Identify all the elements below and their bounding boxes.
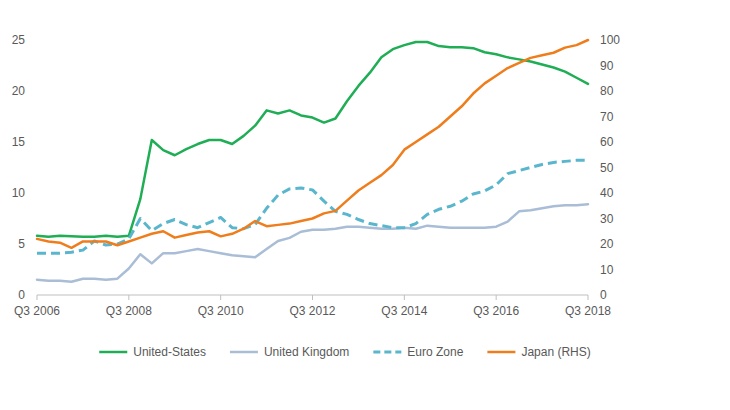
x-tick-label: Q3 2008 xyxy=(106,304,152,318)
y2-tick-label: 50 xyxy=(600,161,614,175)
y2-tick-label: 10 xyxy=(600,263,614,277)
legend-label: United Kingdom xyxy=(264,345,349,359)
x-tick xyxy=(220,295,221,300)
x-tick-label: Q3 2010 xyxy=(198,304,244,318)
legend: United-States United Kingdom Euro Zone Japa… xyxy=(99,345,591,359)
x-tick-label: Q3 2006 xyxy=(14,304,60,318)
x-tick-label: Q3 2014 xyxy=(381,304,427,318)
x-tick-label: Q3 2018 xyxy=(565,304,611,318)
chart: 0 5 10 15 20 25 0 10 20 30 40 50 60 70 80 90 100 Q3 2006 Q… xyxy=(0,0,730,410)
x-tick xyxy=(312,295,313,300)
series-line xyxy=(37,42,588,237)
y2-tick-label: 80 xyxy=(600,84,614,98)
series-line xyxy=(37,160,588,253)
legend-swatch xyxy=(487,351,515,354)
x-tick xyxy=(588,295,589,300)
y-tick-label: 10 xyxy=(12,186,26,200)
y-tick-label: 15 xyxy=(12,135,26,149)
legend-label: Japan (RHS) xyxy=(521,345,590,359)
x-tick xyxy=(128,295,129,300)
y-tick-label: 20 xyxy=(12,84,26,98)
legend-label: Euro Zone xyxy=(407,345,463,359)
x-tick xyxy=(37,295,38,300)
x-tick-label: Q3 2016 xyxy=(473,304,519,318)
legend-swatch xyxy=(99,351,127,354)
y-tick-label: 0 xyxy=(18,288,25,302)
y2-tick-label: 100 xyxy=(600,33,620,47)
legend-label: United-States xyxy=(133,345,206,359)
y-tick-label: 25 xyxy=(12,33,26,47)
legend-swatch xyxy=(373,351,401,354)
plot-area xyxy=(37,40,588,282)
y2-tick-label: 40 xyxy=(600,186,614,200)
series-line xyxy=(37,40,588,248)
y2-tick-label: 30 xyxy=(600,212,614,226)
y-tick-label: 5 xyxy=(18,237,25,251)
y2-tick-label: 90 xyxy=(600,59,614,73)
y2-tick-label: 20 xyxy=(600,237,614,251)
legend-swatch xyxy=(230,351,258,354)
y2-tick-label: 0 xyxy=(600,288,607,302)
y2-tick-label: 70 xyxy=(600,110,614,124)
x-tick-label: Q3 2012 xyxy=(289,304,335,318)
y2-tick-label: 60 xyxy=(600,135,614,149)
x-tick xyxy=(496,295,497,300)
x-tick xyxy=(404,295,405,300)
